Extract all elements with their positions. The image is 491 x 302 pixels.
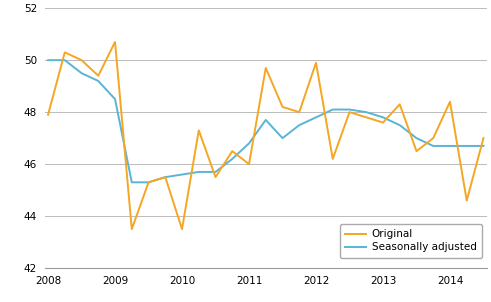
Original	[246, 162, 252, 166]
Seasonally adjusted	[179, 173, 185, 176]
Original	[464, 199, 470, 202]
Seasonally adjusted	[62, 58, 68, 62]
Seasonally adjusted	[95, 79, 101, 83]
Original	[430, 136, 436, 140]
Seasonally adjusted	[263, 118, 269, 122]
Original	[112, 40, 118, 44]
Original	[79, 58, 84, 62]
Original	[62, 50, 68, 54]
Seasonally adjusted	[279, 136, 285, 140]
Line: Original: Original	[48, 42, 484, 229]
Original	[380, 121, 386, 124]
Line: Seasonally adjusted: Seasonally adjusted	[48, 60, 484, 182]
Original	[347, 110, 353, 114]
Original	[179, 227, 185, 231]
Original	[330, 157, 336, 161]
Seasonally adjusted	[330, 108, 336, 111]
Seasonally adjusted	[296, 123, 302, 127]
Seasonally adjusted	[213, 170, 218, 174]
Seasonally adjusted	[481, 144, 487, 148]
Original	[413, 149, 419, 153]
Seasonally adjusted	[430, 144, 436, 148]
Seasonally adjusted	[229, 157, 235, 161]
Original	[129, 227, 135, 231]
Seasonally adjusted	[196, 170, 202, 174]
Seasonally adjusted	[413, 136, 419, 140]
Seasonally adjusted	[313, 116, 319, 119]
Original	[196, 129, 202, 132]
Seasonally adjusted	[163, 175, 168, 179]
Original	[481, 136, 487, 140]
Original	[45, 113, 51, 117]
Original	[363, 116, 369, 119]
Original	[447, 100, 453, 104]
Legend: Original, Seasonally adjusted: Original, Seasonally adjusted	[340, 224, 482, 258]
Original	[95, 74, 101, 78]
Seasonally adjusted	[464, 144, 470, 148]
Original	[296, 110, 302, 114]
Seasonally adjusted	[129, 181, 135, 184]
Seasonally adjusted	[246, 142, 252, 145]
Seasonally adjusted	[363, 110, 369, 114]
Original	[146, 181, 152, 184]
Seasonally adjusted	[447, 144, 453, 148]
Seasonally adjusted	[45, 58, 51, 62]
Original	[213, 175, 218, 179]
Seasonally adjusted	[146, 181, 152, 184]
Seasonally adjusted	[380, 116, 386, 119]
Original	[263, 66, 269, 70]
Original	[163, 175, 168, 179]
Seasonally adjusted	[112, 97, 118, 101]
Original	[229, 149, 235, 153]
Seasonally adjusted	[347, 108, 353, 111]
Original	[397, 103, 403, 106]
Original	[313, 61, 319, 65]
Seasonally adjusted	[79, 71, 84, 75]
Seasonally adjusted	[397, 123, 403, 127]
Original	[279, 105, 285, 109]
